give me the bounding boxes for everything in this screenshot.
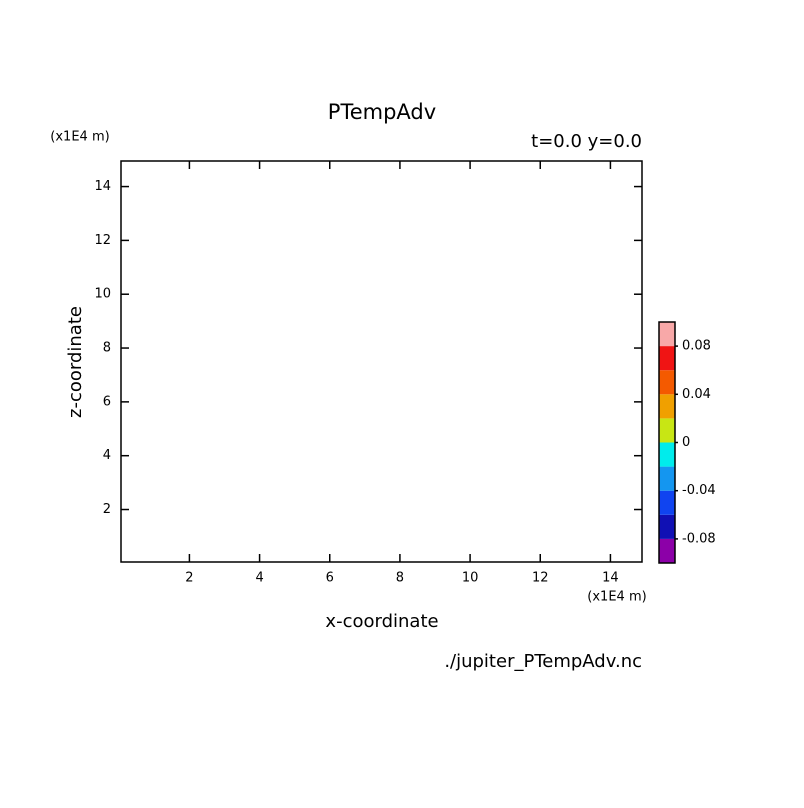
source-file: ./jupiter_PTempAdv.nc <box>444 651 642 672</box>
x-tick-label: 12 <box>532 571 549 586</box>
y-tick-label: 6 <box>103 394 111 409</box>
x-tick-label: 8 <box>396 571 404 586</box>
x-tick-label: 6 <box>326 571 334 586</box>
x-axis-label: x-coordinate <box>325 611 438 632</box>
y-tick-label: 2 <box>103 502 111 517</box>
y-tick-label: 8 <box>103 341 111 356</box>
colorbar-segment <box>659 418 675 443</box>
y-tick-label: 14 <box>94 179 111 194</box>
colorbar-segment <box>659 490 675 515</box>
colorbar-label: 0.04 <box>682 387 711 402</box>
subtitle: t=0.0 y=0.0 <box>531 131 642 152</box>
colorbar-label: 0 <box>682 435 690 450</box>
x-tick-label: 14 <box>602 571 619 586</box>
colorbar-segment <box>659 538 675 563</box>
y-axis-label: z-coordinate <box>65 306 86 418</box>
colorbar-label: 0.08 <box>682 339 711 354</box>
x-tick-label: 4 <box>255 571 263 586</box>
y-tick-label: 10 <box>94 287 111 302</box>
x-tick-label: 2 <box>185 571 193 586</box>
colorbar-segment <box>659 370 675 395</box>
colorbar-segment <box>659 322 675 347</box>
x-tick-label: 10 <box>462 571 479 586</box>
colorbar-label: -0.08 <box>682 531 716 546</box>
y-unit: (x1E4 m) <box>50 130 109 145</box>
plot-frame <box>120 160 643 563</box>
colorbar-segment <box>659 394 675 419</box>
x-unit: (x1E4 m) <box>587 590 646 605</box>
colorbar-label: -0.04 <box>682 483 716 498</box>
y-tick-label: 4 <box>103 448 111 463</box>
colorbar-segment <box>659 346 675 371</box>
colorbar-segment <box>659 514 675 539</box>
chart-title: PTempAdv <box>328 100 436 124</box>
y-tick-label: 12 <box>94 233 111 248</box>
colorbar-segment <box>659 442 675 467</box>
colorbar-segment <box>659 466 675 491</box>
